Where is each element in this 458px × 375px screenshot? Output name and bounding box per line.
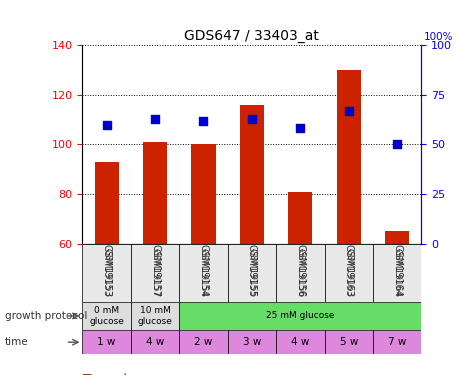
FancyBboxPatch shape xyxy=(179,330,228,354)
FancyBboxPatch shape xyxy=(82,330,131,354)
Text: GSM19156: GSM19156 xyxy=(295,244,305,297)
Point xyxy=(152,116,159,122)
Text: time: time xyxy=(5,337,28,347)
Bar xyxy=(143,142,167,244)
Text: 3 w: 3 w xyxy=(243,337,261,347)
FancyBboxPatch shape xyxy=(82,302,131,330)
Text: GSM19164: GSM19164 xyxy=(392,244,402,297)
FancyBboxPatch shape xyxy=(228,244,276,302)
FancyBboxPatch shape xyxy=(131,302,179,330)
Bar xyxy=(337,70,361,244)
FancyBboxPatch shape xyxy=(179,302,421,330)
Text: GSM19163: GSM19163 xyxy=(344,248,353,297)
Text: 1 w: 1 w xyxy=(98,337,116,347)
FancyBboxPatch shape xyxy=(373,330,421,354)
FancyBboxPatch shape xyxy=(325,330,373,354)
Text: 4 w: 4 w xyxy=(291,337,310,347)
Text: GSM19153: GSM19153 xyxy=(102,248,111,297)
Point xyxy=(345,108,352,114)
Point xyxy=(393,141,401,147)
FancyBboxPatch shape xyxy=(325,244,373,302)
Text: GSM19155: GSM19155 xyxy=(247,244,257,297)
Bar xyxy=(288,192,312,244)
Text: GSM19153: GSM19153 xyxy=(102,244,112,297)
FancyBboxPatch shape xyxy=(179,244,228,302)
FancyBboxPatch shape xyxy=(228,330,276,354)
FancyBboxPatch shape xyxy=(131,244,179,302)
Title: GDS647 / 33403_at: GDS647 / 33403_at xyxy=(185,28,319,43)
Text: GSM19157: GSM19157 xyxy=(151,248,159,297)
Text: 2 w: 2 w xyxy=(194,337,213,347)
Point xyxy=(103,122,110,128)
FancyBboxPatch shape xyxy=(131,330,179,354)
Text: ■: ■ xyxy=(82,373,92,375)
FancyBboxPatch shape xyxy=(373,244,421,302)
Text: GSM19164: GSM19164 xyxy=(393,248,402,297)
Point xyxy=(200,117,207,123)
Text: 4 w: 4 w xyxy=(146,337,164,347)
Text: GSM19163: GSM19163 xyxy=(344,244,354,297)
Bar xyxy=(240,105,264,244)
Text: GSM19157: GSM19157 xyxy=(150,244,160,297)
Bar xyxy=(94,162,119,244)
FancyBboxPatch shape xyxy=(276,244,325,302)
FancyBboxPatch shape xyxy=(82,244,131,302)
Text: GSM19154: GSM19154 xyxy=(198,244,208,297)
Bar xyxy=(385,231,409,244)
Text: GSM19154: GSM19154 xyxy=(199,248,208,297)
Point xyxy=(297,126,304,132)
Text: 5 w: 5 w xyxy=(339,337,358,347)
Text: 100%: 100% xyxy=(424,32,453,42)
Text: GSM19155: GSM19155 xyxy=(247,248,256,297)
Point xyxy=(248,116,256,122)
Text: 25 mM glucose: 25 mM glucose xyxy=(266,311,334,320)
Text: growth protocol: growth protocol xyxy=(5,311,87,321)
Text: 0 mM
glucose: 0 mM glucose xyxy=(89,306,124,326)
Text: 7 w: 7 w xyxy=(388,337,406,347)
Text: GSM19156: GSM19156 xyxy=(296,248,305,297)
Bar xyxy=(191,144,216,244)
Text: 10 mM
glucose: 10 mM glucose xyxy=(137,306,173,326)
Text: ■  count: ■ count xyxy=(82,373,128,375)
FancyBboxPatch shape xyxy=(276,330,325,354)
